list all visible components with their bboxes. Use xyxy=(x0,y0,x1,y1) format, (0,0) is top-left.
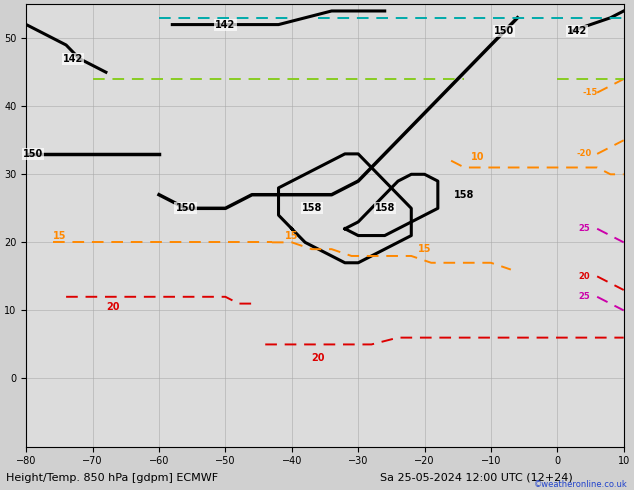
Text: 25: 25 xyxy=(578,293,590,301)
Text: Height/Temp. 850 hPa [gdpm] ECMWF: Height/Temp. 850 hPa [gdpm] ECMWF xyxy=(6,473,219,483)
Text: Sa 25-05-2024 12:00 UTC (12+24): Sa 25-05-2024 12:00 UTC (12+24) xyxy=(380,473,573,483)
Text: 158: 158 xyxy=(302,203,322,213)
Text: 25: 25 xyxy=(578,224,590,233)
Text: 20: 20 xyxy=(578,272,590,281)
Text: 158: 158 xyxy=(375,203,395,213)
Text: -20: -20 xyxy=(576,149,592,158)
Text: 142: 142 xyxy=(216,20,236,29)
Text: 142: 142 xyxy=(63,53,83,64)
Text: 20: 20 xyxy=(106,302,119,312)
Text: -15: -15 xyxy=(583,88,598,97)
Text: ©weatheronline.co.uk: ©weatheronline.co.uk xyxy=(534,480,628,489)
Text: 158: 158 xyxy=(454,190,475,200)
Text: 15: 15 xyxy=(53,231,66,241)
Text: 15: 15 xyxy=(285,231,299,241)
Text: 20: 20 xyxy=(311,353,325,363)
Text: 142: 142 xyxy=(567,26,587,36)
Text: 15: 15 xyxy=(418,244,431,254)
Text: 10: 10 xyxy=(471,152,484,162)
Text: 150: 150 xyxy=(176,203,196,213)
Text: 150: 150 xyxy=(494,26,514,36)
Text: 150: 150 xyxy=(23,149,43,159)
